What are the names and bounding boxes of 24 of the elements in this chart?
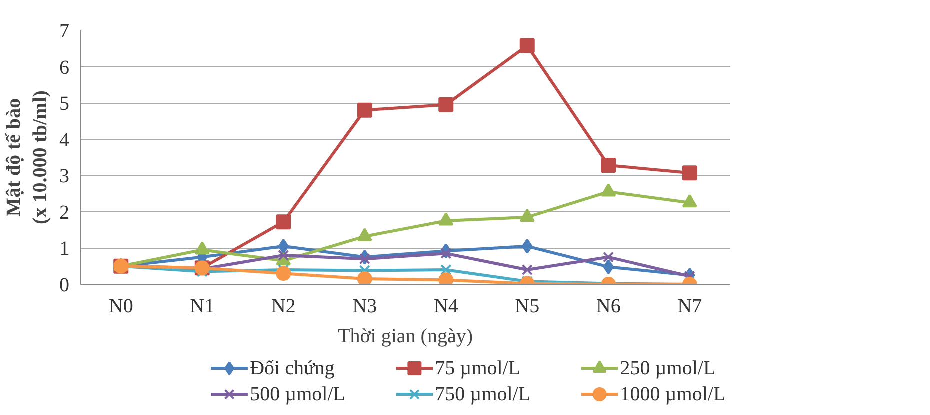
y-tick-label: 0 bbox=[60, 274, 70, 296]
y-tick-label: 3 bbox=[60, 166, 70, 188]
legend-label: 500 µmol/L bbox=[250, 384, 346, 406]
x-tick-label: N1 bbox=[190, 296, 215, 318]
x-tick-label: N6 bbox=[596, 296, 621, 318]
x-tick-label: N7 bbox=[678, 296, 702, 318]
y-tick-label: 2 bbox=[60, 202, 70, 224]
x-tick-label: N0 bbox=[108, 296, 134, 318]
y-tick-label: 6 bbox=[60, 56, 70, 79]
x-tick-label: N3 bbox=[352, 296, 378, 318]
y-tick-label: 1 bbox=[60, 238, 70, 260]
legend-label: 1000 µmol/L bbox=[620, 384, 726, 406]
legend-label: 250 µmol/L bbox=[620, 358, 716, 380]
legend-label: 75 µmol/L bbox=[435, 358, 521, 380]
y-tick-label: 4 bbox=[60, 129, 70, 152]
y-axis-title: Mật độ tế bào (x 10.000 tb/ml) bbox=[3, 90, 52, 224]
y-tick-label: 5 bbox=[60, 93, 70, 116]
x-tick-label: N5 bbox=[515, 296, 540, 318]
legend-label: Đối chứng bbox=[250, 358, 335, 380]
legend-label: 750 µmol/L bbox=[435, 384, 531, 406]
x-axis-title: Thời gian (ngày) bbox=[338, 326, 473, 348]
x-tick-label: N4 bbox=[434, 296, 458, 318]
x-tick-label: N2 bbox=[271, 296, 296, 318]
y-tick-label: 7 bbox=[60, 20, 70, 42]
